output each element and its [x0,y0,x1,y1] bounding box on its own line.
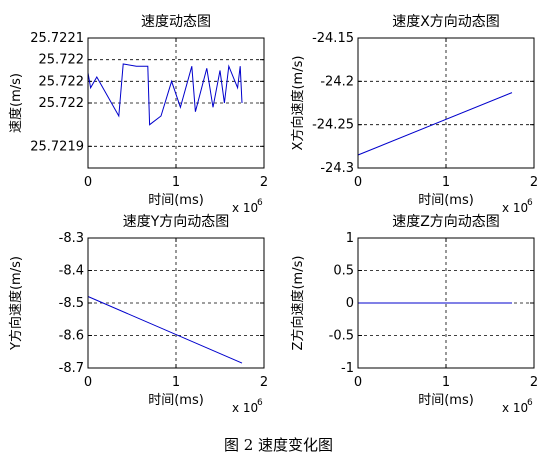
series-line-1 [87,63,243,126]
x-tick-label: 1 [442,375,450,390]
y-tick-label: -8.7 [59,361,84,376]
y-tick-label: -24.2 [320,74,354,89]
y-tick-label: 25.722 [39,96,85,111]
y-tick-label: -1 [341,361,354,376]
x-tick-label: 1 [172,375,180,390]
y-tick-label: -24.3 [320,161,354,176]
chart-title: 速度Z方向动态图 [392,214,500,230]
x-tick-label: 2 [260,375,268,390]
x-multiplier-exponent: 6 [257,398,263,408]
y-tick-label: -8.5 [59,296,84,311]
axes-frame [87,37,265,169]
y-tick-label: 25.722 [39,74,85,89]
chart-title: 速度Y方向动态图 [123,214,230,230]
x-axis-label: 时间(ms) [418,193,474,208]
chart-title: 速度动态图 [141,14,211,30]
x-multiplier-label: x 10 [502,401,528,415]
y-tick-label: -24.25 [312,118,354,133]
chart-title: 速度X方向动态图 [392,14,500,30]
series-line-1 [357,92,513,156]
y-axis-label: Y方向速度(m/s) [8,256,24,351]
x-tick-label: 0 [84,375,92,390]
y-axis-label: Z方向速度(m/s) [290,256,306,351]
x-multiplier-exponent: 6 [527,198,533,208]
y-axis-label: X方向速度(m/s) [290,56,306,151]
y-axis-label: 速度(m/s) [8,73,24,133]
x-multiplier-exponent: 6 [527,398,533,408]
y-tick-label: 25.722 [39,53,85,68]
x-axis-label: 时间(ms) [148,193,204,208]
y-tick-label: 0.5 [333,264,354,279]
x-tick-label: 2 [260,175,268,190]
axes-frame [87,237,265,369]
x-tick-label: 0 [354,175,362,190]
y-tick-label: 1 [346,231,354,246]
y-tick-label: 25.7221 [30,31,84,46]
y-tick-label: -8.4 [59,264,84,279]
velocity-figure: 0 1 2 25.7219 25.722 25.722 25.722 25.7221 速度动态图… [8,14,538,415]
x-tick-label: 2 [530,375,538,390]
x-tick-label: 2 [530,175,538,190]
y-tick-label: -24.15 [312,31,354,46]
y-tick-label: -0.5 [329,329,354,344]
x-tick-label: 0 [84,175,92,190]
x-multiplier-label: x 10 [232,401,258,415]
y-tick-label: 25.7219 [30,139,84,154]
y-tick-label: -8.6 [59,329,84,344]
x-axis-label: 时间(ms) [418,393,474,408]
axes-frame [357,237,535,369]
axes-frame [357,37,535,169]
x-axis-label: 时间(ms) [148,393,204,408]
x-tick-label: 1 [172,175,180,190]
y-tick-label: 0 [346,296,354,311]
y-tick-label: -8.3 [59,231,84,246]
x-multiplier-exponent: 6 [257,198,263,208]
series-line-1 [87,296,243,364]
chart-panel-1: 0 1 2 25.7219 25.722 25.722 25.722 25.7221 速度动态图… [8,14,268,215]
x-multiplier-label: x 10 [502,201,528,215]
x-tick-label: 0 [354,375,362,390]
x-tick-label: 1 [442,175,450,190]
x-multiplier-label: x 10 [232,201,258,215]
figure-caption: 图 2 速度变化图 [223,436,334,454]
